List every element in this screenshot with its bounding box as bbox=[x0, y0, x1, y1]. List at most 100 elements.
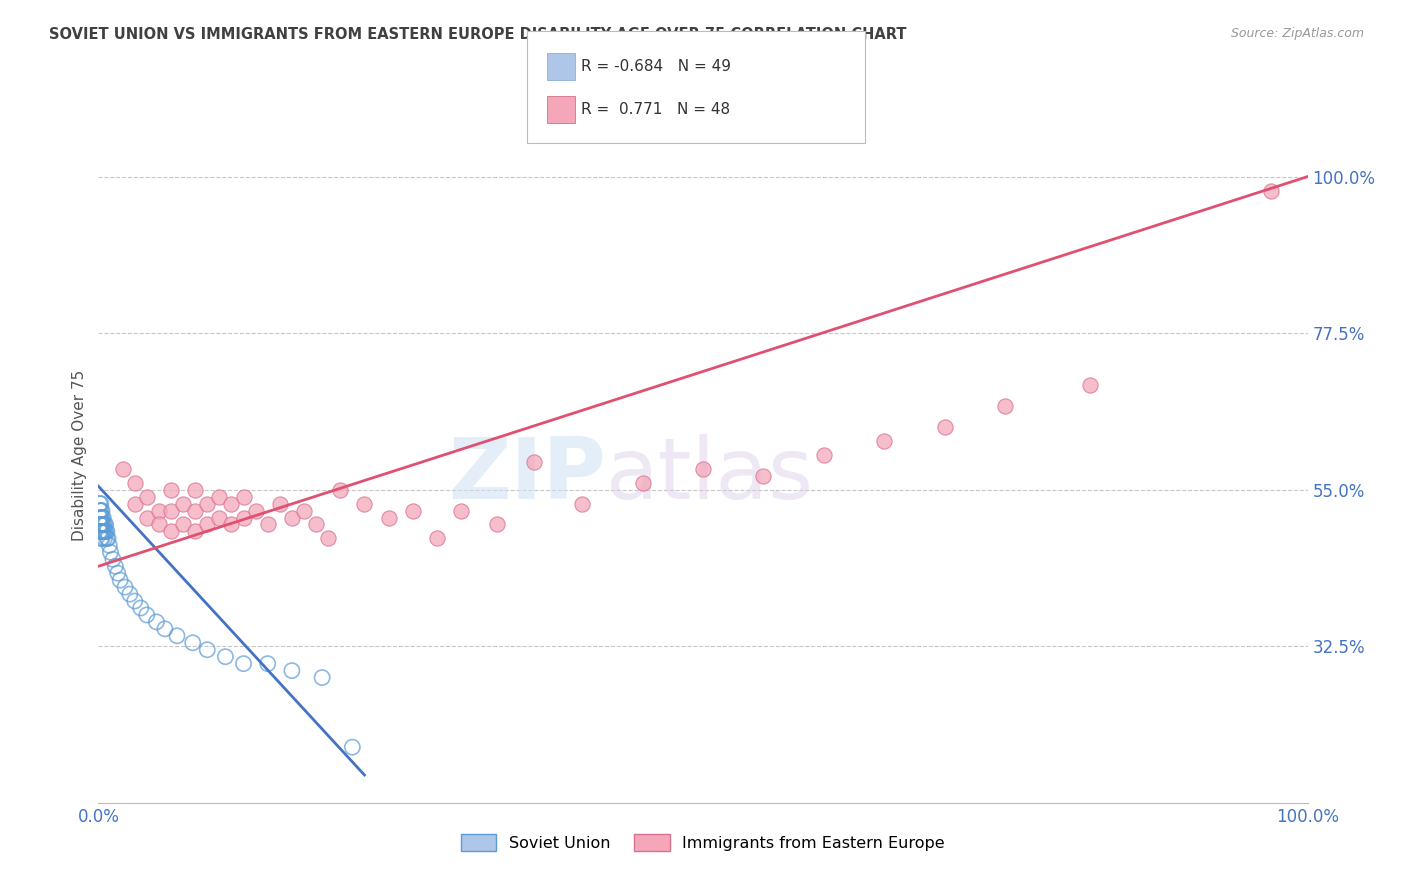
Point bbox=[402, 503, 425, 517]
Point bbox=[245, 503, 267, 517]
Point bbox=[114, 580, 136, 594]
Point bbox=[172, 517, 194, 532]
Point bbox=[89, 497, 111, 511]
Point bbox=[377, 510, 399, 524]
Point bbox=[994, 399, 1017, 413]
Point bbox=[94, 524, 117, 539]
Point bbox=[90, 510, 112, 524]
Point bbox=[221, 517, 243, 532]
Point bbox=[124, 497, 146, 511]
Point bbox=[256, 657, 278, 671]
Point bbox=[195, 497, 218, 511]
Point bbox=[316, 532, 339, 546]
Point bbox=[934, 420, 956, 434]
Point bbox=[873, 434, 896, 448]
Point bbox=[108, 573, 131, 587]
Text: Source: ZipAtlas.com: Source: ZipAtlas.com bbox=[1230, 27, 1364, 40]
Point bbox=[232, 510, 254, 524]
Point bbox=[98, 538, 121, 552]
Point bbox=[91, 517, 114, 532]
Point bbox=[135, 607, 157, 622]
Y-axis label: Disability Age Over 75: Disability Age Over 75 bbox=[72, 369, 87, 541]
Point bbox=[426, 532, 449, 546]
Text: ZIP: ZIP bbox=[449, 434, 606, 517]
Point bbox=[101, 552, 124, 566]
Point bbox=[631, 475, 654, 490]
Point bbox=[91, 524, 114, 539]
Point bbox=[97, 532, 120, 546]
Point bbox=[94, 517, 117, 532]
Point bbox=[89, 510, 111, 524]
Point bbox=[93, 517, 115, 532]
Point bbox=[311, 671, 333, 685]
Point bbox=[752, 468, 775, 483]
Point bbox=[129, 601, 152, 615]
Point bbox=[100, 545, 122, 559]
Point bbox=[221, 497, 243, 511]
Point bbox=[256, 517, 278, 532]
Point bbox=[329, 483, 352, 497]
Point bbox=[91, 517, 114, 532]
Point bbox=[96, 532, 118, 546]
Point bbox=[184, 483, 207, 497]
Point bbox=[232, 490, 254, 504]
Point bbox=[91, 510, 114, 524]
Point bbox=[292, 503, 315, 517]
Point bbox=[90, 503, 112, 517]
Point bbox=[166, 629, 188, 643]
Point bbox=[214, 649, 236, 664]
Point bbox=[486, 517, 509, 532]
Point bbox=[281, 510, 304, 524]
Point bbox=[692, 462, 714, 476]
Point bbox=[305, 517, 328, 532]
Point bbox=[91, 524, 114, 539]
Point bbox=[523, 455, 546, 469]
Point bbox=[269, 497, 291, 511]
Text: R =  0.771   N = 48: R = 0.771 N = 48 bbox=[581, 102, 730, 117]
Text: R = -0.684   N = 49: R = -0.684 N = 49 bbox=[581, 59, 731, 74]
Point bbox=[89, 503, 111, 517]
Point bbox=[184, 503, 207, 517]
Point bbox=[160, 483, 183, 497]
Point bbox=[145, 615, 167, 629]
Point bbox=[90, 524, 112, 539]
Point bbox=[450, 503, 472, 517]
Point bbox=[90, 517, 112, 532]
Point bbox=[124, 475, 146, 490]
Point bbox=[91, 532, 114, 546]
Point bbox=[96, 524, 118, 539]
Point bbox=[104, 559, 127, 574]
Point bbox=[160, 503, 183, 517]
Point bbox=[89, 524, 111, 539]
Point bbox=[172, 497, 194, 511]
Point bbox=[1260, 184, 1282, 198]
Point bbox=[232, 657, 254, 671]
Point bbox=[148, 517, 170, 532]
Point bbox=[195, 642, 218, 657]
Point bbox=[124, 594, 146, 608]
Point bbox=[93, 524, 115, 539]
Point bbox=[208, 510, 231, 524]
Point bbox=[93, 532, 115, 546]
Point bbox=[111, 462, 134, 476]
Point bbox=[118, 587, 141, 601]
Point bbox=[153, 622, 176, 636]
Legend: Soviet Union, Immigrants from Eastern Europe: Soviet Union, Immigrants from Eastern Eu… bbox=[454, 827, 952, 857]
Text: atlas: atlas bbox=[606, 434, 814, 517]
Point bbox=[181, 636, 204, 650]
Point bbox=[107, 566, 129, 581]
Point bbox=[160, 524, 183, 539]
Point bbox=[148, 503, 170, 517]
Point bbox=[91, 510, 114, 524]
Point bbox=[813, 448, 835, 462]
Point bbox=[281, 664, 304, 678]
Point bbox=[90, 497, 112, 511]
Point bbox=[184, 524, 207, 539]
Point bbox=[1078, 378, 1101, 392]
Point bbox=[135, 510, 157, 524]
Point bbox=[90, 532, 112, 546]
Point bbox=[353, 497, 375, 511]
Point bbox=[195, 517, 218, 532]
Point bbox=[208, 490, 231, 504]
Point bbox=[135, 490, 157, 504]
